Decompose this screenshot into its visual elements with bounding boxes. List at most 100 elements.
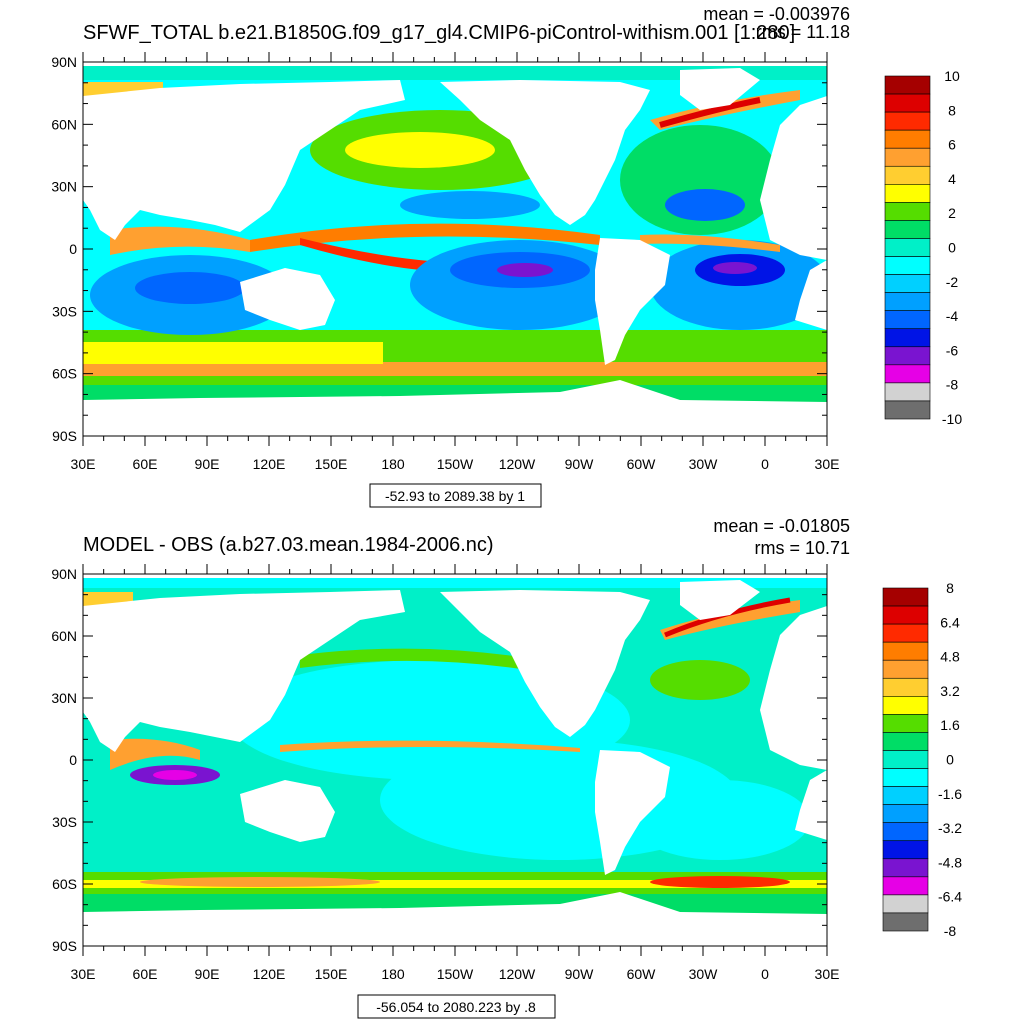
colorbar-swatch xyxy=(884,147,931,167)
lat-tick-label: 60N xyxy=(51,628,77,644)
panel-2-range-box xyxy=(357,994,556,1019)
lon-tick-label: 60W xyxy=(627,966,657,982)
lat-tick-label: 30N xyxy=(51,179,77,195)
panel-2-range-label: -56.054 to 2080.223 by .8 xyxy=(376,999,536,1015)
lon-tick-label: 90E xyxy=(195,966,220,982)
colorbar-swatch xyxy=(882,677,929,697)
lon-tick-label: 60W xyxy=(627,456,657,472)
colorbar-label: -8 xyxy=(946,377,959,393)
lon-tick-label: 30E xyxy=(71,456,96,472)
panel-1: SFWF_TOTAL b.e21.B1850G.f09_g17_gl4.CMIP… xyxy=(51,4,962,508)
lon-tick-label: 30W xyxy=(689,966,719,982)
colorbar-label: -6.4 xyxy=(938,889,962,905)
lat-tick-label: 60N xyxy=(51,116,77,132)
colorbar-swatch xyxy=(882,858,929,878)
panel-1-rms: rms = 11.18 xyxy=(756,22,850,42)
colorbar-swatch xyxy=(882,696,929,715)
panel-1-range-box xyxy=(369,483,542,508)
lon-tick-label: 150E xyxy=(315,966,348,982)
lat-tick-label: 90N xyxy=(51,54,77,70)
colorbar-swatch xyxy=(884,184,931,203)
panel-1-range-label: -52.93 to 2089.38 by 1 xyxy=(385,488,525,504)
colorbar-label: 3.2 xyxy=(940,683,960,699)
lon-tick-label: 150E xyxy=(315,456,348,472)
lon-tick-label: 120E xyxy=(253,966,286,982)
lon-tick-label: 60E xyxy=(133,456,158,472)
lon-tick-label: 180 xyxy=(381,456,405,472)
lon-tick-label: 0 xyxy=(761,456,769,472)
colorbar-label: -2 xyxy=(946,274,959,290)
colorbar-label: 1.6 xyxy=(940,717,960,733)
colorbar-label: 6 xyxy=(948,137,956,153)
colorbar-label: -3.2 xyxy=(938,820,962,836)
lat-tick-label: 90S xyxy=(52,428,77,444)
colorbar-swatch xyxy=(882,587,929,607)
lat-tick-label: 90S xyxy=(52,938,77,954)
colorbar-swatch xyxy=(882,659,929,679)
colorbar-swatch xyxy=(882,714,929,733)
panel-1-field xyxy=(83,62,827,436)
colorbar-label: -8 xyxy=(944,923,957,939)
colorbar-swatch xyxy=(884,256,931,275)
colorbar-swatch xyxy=(884,382,931,402)
lat-tick-label: 0 xyxy=(69,752,77,768)
colorbar-swatch xyxy=(884,129,931,149)
lon-tick-label: 30E xyxy=(815,966,840,982)
colorbar-swatch xyxy=(882,786,929,805)
panel-1-title: SFWF_TOTAL b.e21.B1850G.f09_g17_gl4.CMIP… xyxy=(83,22,795,44)
colorbar-swatch xyxy=(884,202,931,221)
panel-1-mean: mean = -0.003976 xyxy=(703,4,850,24)
colorbar-swatch xyxy=(884,274,931,293)
lon-tick-label: 0 xyxy=(761,966,769,982)
colorbar-swatch xyxy=(884,328,931,348)
colorbar-swatch xyxy=(884,346,931,366)
colorbar-swatch xyxy=(882,641,929,661)
colorbar-swatch xyxy=(882,768,929,787)
lon-tick-label: 150W xyxy=(437,966,474,982)
colorbar-label: 2 xyxy=(948,205,956,221)
lon-tick-label: 120W xyxy=(499,456,536,472)
lat-tick-label: 60S xyxy=(52,876,77,892)
panel-1-ticks: 90N 60N 30N 0 30S 60S 90S 30E 60E 90E 120E 150E 180 1… xyxy=(51,52,839,472)
colorbar-swatch xyxy=(884,400,931,420)
colorbar-swatch xyxy=(884,75,931,95)
colorbar-label: 4 xyxy=(948,171,956,187)
colorbar-label: 10 xyxy=(944,68,960,84)
lat-tick-label: 30S xyxy=(52,814,77,830)
lon-tick-label: 90W xyxy=(565,966,595,982)
colorbar-label: -10 xyxy=(942,411,962,427)
panel-2-title: MODEL - OBS (a.b27.03.mean.1984-2006.nc) xyxy=(83,534,494,556)
colorbar-label: -1.6 xyxy=(938,786,962,802)
lon-tick-label: 30E xyxy=(815,456,840,472)
colorbar-label: 8 xyxy=(948,102,956,118)
colorbar-swatch xyxy=(882,732,929,751)
lat-tick-label: 30N xyxy=(51,690,77,706)
colorbar-label: -6 xyxy=(946,342,959,358)
lon-tick-label: 30E xyxy=(71,966,96,982)
lon-tick-label: 120W xyxy=(499,966,536,982)
colorbar-swatch xyxy=(884,220,931,239)
lon-tick-label: 180 xyxy=(381,966,405,982)
panel-2-field xyxy=(83,574,827,946)
colorbar-label: 0 xyxy=(946,752,954,768)
colorbar-label: 0 xyxy=(948,240,956,256)
lon-tick-label: 150W xyxy=(437,456,474,472)
lat-tick-label: 0 xyxy=(69,241,77,257)
lon-tick-label: 90W xyxy=(565,456,595,472)
colorbar-swatch xyxy=(884,93,931,113)
colorbar-swatch xyxy=(884,292,931,311)
colorbar-swatch xyxy=(884,111,931,131)
colorbar-label: -4.8 xyxy=(938,854,962,870)
lon-tick-label: 30W xyxy=(689,456,719,472)
colorbar-swatch xyxy=(882,750,929,769)
lat-tick-label: 90N xyxy=(51,566,77,582)
lon-tick-label: 60E xyxy=(133,966,158,982)
colorbar-swatch xyxy=(884,165,931,185)
panel-1-colorbar: 10 8 6 4 2 0 -2 -4 -6 -8 -10 xyxy=(884,68,962,427)
lon-tick-label: 90E xyxy=(195,456,220,472)
panel-2-mean: mean = -0.01805 xyxy=(713,516,850,536)
colorbar-label: 4.8 xyxy=(940,649,960,665)
panel-2-ticks: 90N 60N 30N 0 30S 60S 90S 30E 60E 90E 120E 150E 180 1… xyxy=(51,564,839,982)
colorbar-swatch xyxy=(882,623,929,643)
